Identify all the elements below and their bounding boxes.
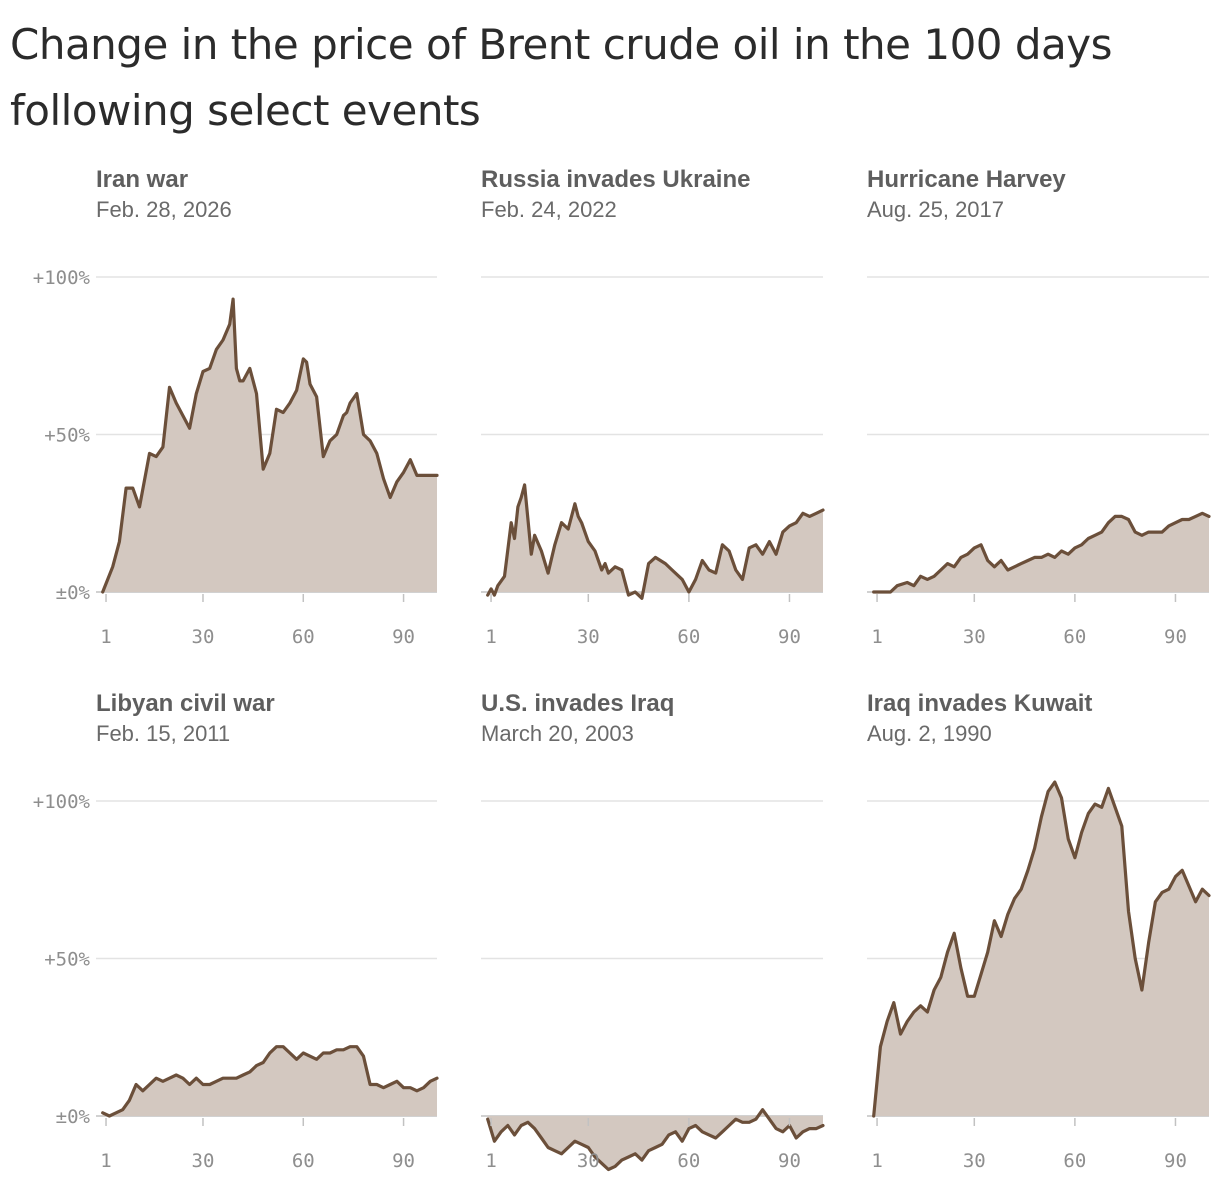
chart-panel: Hurricane Harvey Aug. 25, 2017 1 30 60 90	[867, 166, 1211, 648]
x-tick-label: 90	[392, 1150, 415, 1172]
x-tick-label: 60	[677, 626, 700, 648]
y-tick-label: +100%	[33, 791, 91, 813]
panel-date: Feb. 28, 2026	[96, 197, 232, 222]
x-tick-label: 60	[1063, 626, 1086, 648]
panel-title: Iraq invades Kuwait	[867, 690, 1092, 717]
x-tick-label: 90	[778, 626, 801, 648]
x-tick-label: 30	[963, 1150, 986, 1172]
y-tick-label: +100%	[33, 267, 91, 289]
x-tick-label: 30	[577, 1150, 600, 1172]
panel-title: Russia invades Ukraine	[481, 166, 750, 193]
series-line	[101, 1045, 439, 1118]
series-area	[102, 299, 437, 592]
x-tick-label: 90	[778, 1150, 801, 1172]
x-tick-label: 1	[100, 1150, 111, 1172]
panel-title: Libyan civil war	[96, 690, 275, 717]
x-tick-label: 60	[292, 1150, 315, 1172]
x-tick-label: 90	[1164, 626, 1187, 648]
x-tick-label: 60	[1063, 1150, 1086, 1172]
panel-date: Aug. 2, 1990	[867, 721, 992, 746]
x-tick-label: 90	[1164, 1150, 1187, 1172]
panel-title: Iran war	[96, 166, 188, 193]
x-tick-label: 60	[677, 1150, 700, 1172]
chart-panel: Iraq invades Kuwait Aug. 2, 1990 1 30 60 90	[867, 690, 1211, 1172]
x-tick-label: 60	[292, 626, 315, 648]
series-area	[873, 782, 1209, 1116]
series-line	[486, 483, 825, 600]
x-tick-label: 1	[871, 1150, 882, 1172]
y-tick-label: ±0%	[56, 582, 91, 604]
panel-date: Feb. 15, 2011	[96, 721, 230, 746]
series-line	[486, 1108, 825, 1172]
y-tick-label: +50%	[44, 425, 90, 447]
x-tick-label: 1	[485, 626, 496, 648]
chart-panel: Russia invades Ukraine Feb. 24, 2022 1 30 60…	[481, 166, 825, 648]
x-tick-label: 30	[192, 1150, 215, 1172]
series-area	[873, 513, 1209, 592]
chart-panel: Iran war Feb. 28, 2026 ±0% +50% +100% 1 30 60 90	[33, 166, 439, 648]
x-tick-label: 90	[392, 626, 415, 648]
x-tick-label: 1	[871, 626, 882, 648]
x-tick-label: 30	[577, 626, 600, 648]
series-line	[101, 297, 439, 594]
y-tick-label: ±0%	[56, 1106, 91, 1128]
series-area	[487, 1109, 823, 1170]
chart-title: Change in the price of Brent crude oil i…	[10, 20, 1113, 135]
panel-date: Feb. 24, 2022	[481, 197, 617, 222]
panel-title: Hurricane Harvey	[867, 166, 1066, 193]
panel-date: March 20, 2003	[481, 721, 634, 746]
x-tick-label: 30	[192, 626, 215, 648]
chart-panel: Libyan civil war Feb. 15, 2011 ±0% +50% +100…	[33, 690, 439, 1172]
series-line	[872, 511, 1211, 594]
series-line	[872, 780, 1211, 1118]
panel-date: Aug. 25, 2017	[867, 197, 1004, 222]
chart-panel: U.S. invades Iraq March 20, 2003 1 30 60 90	[481, 690, 825, 1172]
y-tick-label: +50%	[44, 949, 90, 971]
x-tick-label: 1	[100, 626, 111, 648]
x-tick-label: 1	[485, 1150, 496, 1172]
series-area	[102, 1046, 437, 1116]
panel-title: U.S. invades Iraq	[481, 690, 674, 717]
series-area	[487, 484, 823, 599]
x-tick-label: 30	[963, 626, 986, 648]
